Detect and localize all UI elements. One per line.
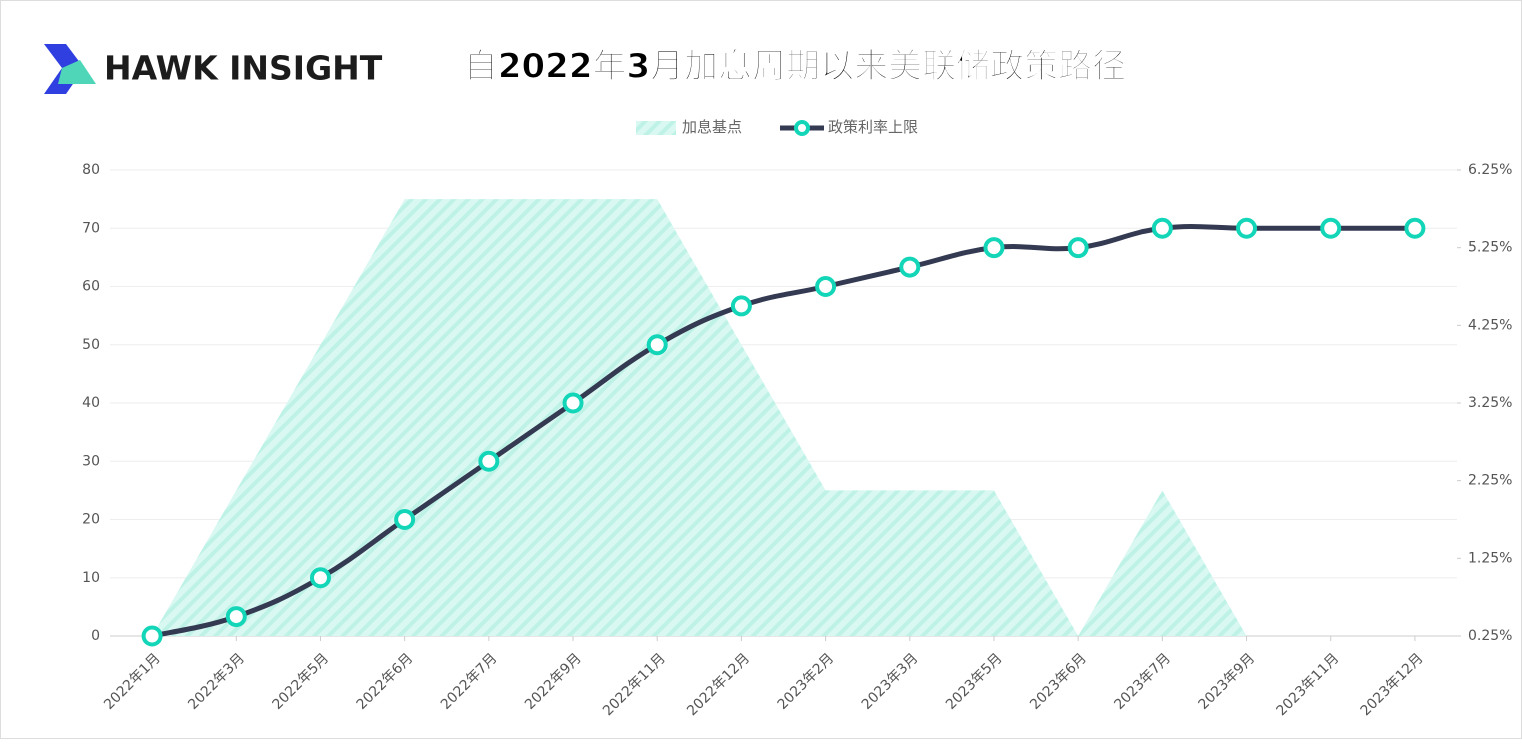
y-tick-label: 0 [91,628,100,644]
y2-tick-label: 3.25% [1468,395,1512,411]
marker [1404,217,1426,239]
logo-icon [44,44,96,94]
marker [1151,217,1173,239]
y-tick-label: 40 [82,395,100,411]
marker [983,237,1005,259]
marker [899,256,921,278]
y-tick-label: 10 [82,570,100,586]
area [152,199,1415,636]
legend-label: 加息基点 [682,118,742,136]
y2-tick-label: 2.25% [1468,473,1512,489]
marker [562,392,584,414]
y2-tick-label: 4.25% [1468,317,1512,333]
marker [646,334,668,356]
y2-tick-label: 5.25% [1468,240,1512,256]
y-tick-label: 60 [82,279,100,295]
marker [309,567,331,589]
y2-tick-label: 0.25% [1468,628,1512,644]
y2-tick-label: 6.25% [1468,162,1512,178]
y-tick-label: 50 [82,337,100,353]
marker [1320,217,1342,239]
legend-swatch [636,121,676,135]
marker [225,606,247,628]
marker [141,625,163,647]
marker [1236,217,1258,239]
marker [478,450,500,472]
chart-title: 自2022年3月加息周期以来美联储政策路径 [464,47,1126,87]
brand: HAWK INSIGHT [104,49,383,88]
marker [730,295,752,317]
marker [394,509,416,530]
y2-tick-label: 1.25% [1468,550,1512,566]
marker [1067,237,1089,259]
legend-marker [794,120,810,136]
marker [815,276,837,297]
y-tick-label: 80 [82,162,100,178]
legend-label: 政策利率上限 [828,118,918,136]
line [151,224,1415,639]
y-tick-label: 30 [82,453,100,469]
y-tick-label: 70 [82,220,100,236]
y-tick-label: 20 [82,512,100,528]
